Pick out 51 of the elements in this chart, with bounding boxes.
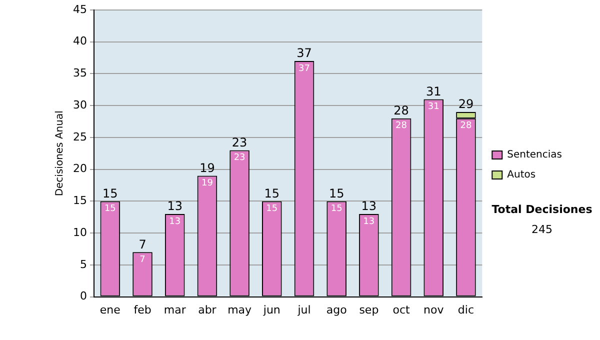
total-label: 15 — [328, 186, 344, 200]
x-tick-label: nov — [424, 303, 444, 316]
text: 245 — [532, 222, 552, 236]
y-tick-label: 5 — [80, 258, 87, 271]
x-tick-label: mar — [164, 303, 186, 316]
data-label: 13 — [363, 216, 375, 227]
data-label: 23 — [234, 153, 246, 164]
data-label: 7 — [140, 255, 146, 266]
y-tick-label: 40 — [72, 34, 87, 48]
y-tick-label: 10 — [72, 226, 87, 239]
x-tick-label: oct — [392, 303, 411, 316]
y-tick-label: 30 — [72, 98, 87, 112]
y-tick-label: 20 — [72, 162, 87, 176]
total-label: 28 — [394, 103, 409, 118]
total-label: 37 — [296, 46, 312, 60]
data-label: 15 — [104, 204, 116, 214]
legend-label: Autos — [507, 170, 536, 181]
data-label: 15 — [266, 204, 278, 214]
y-tick-label: 35 — [72, 66, 87, 80]
data-label: 28 — [396, 121, 408, 132]
data-label: 15 — [330, 204, 342, 214]
data-label: 13 — [169, 216, 181, 227]
x-tick-label: ago — [326, 303, 348, 316]
y-tick-label: 15 — [72, 194, 87, 208]
total-label: 13 — [167, 199, 182, 214]
x-tick-label: ene — [100, 303, 121, 316]
total-label: 19 — [200, 160, 215, 175]
x-tick-label: dic — [458, 303, 474, 316]
text: Total Decisiones — [492, 202, 593, 216]
total-label: 15 — [264, 186, 280, 200]
total-label: 13 — [361, 199, 377, 214]
x-tick-label: jun — [262, 303, 280, 316]
y-axis-title: Decisiones Anual — [54, 110, 66, 196]
x-tick-label: feb — [134, 303, 152, 316]
legend-label: Sentencias — [507, 150, 562, 161]
x-tick-label: abr — [198, 303, 217, 316]
x-tick-label: may — [228, 303, 252, 316]
x-tick-label: sep — [359, 303, 379, 316]
total-label: 29 — [458, 97, 474, 112]
data-label: 37 — [298, 64, 310, 74]
y-tick-label: 45 — [72, 2, 87, 16]
y-tick-label: 25 — [72, 130, 87, 144]
x-tick-label: jul — [296, 303, 311, 316]
total-label: 31 — [426, 84, 442, 98]
data-label: 19 — [201, 178, 214, 189]
total-label: 23 — [232, 135, 248, 150]
data-label: 28 — [460, 121, 472, 132]
data-label: 31 — [428, 102, 440, 112]
y-tick-label: 0 — [80, 290, 87, 303]
total-label: 7 — [138, 237, 146, 252]
total-label: 15 — [102, 186, 118, 200]
